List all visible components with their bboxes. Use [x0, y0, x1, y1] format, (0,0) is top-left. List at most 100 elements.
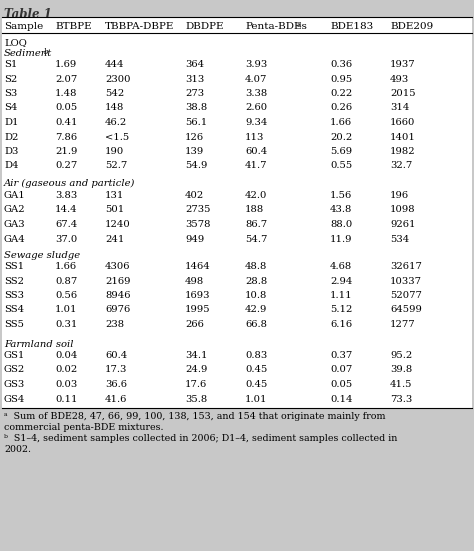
- Text: Penta-BDEs: Penta-BDEs: [245, 22, 307, 31]
- Text: ᵇ  S1–4, sediment samples collected in 2006; D1–4, sediment samples collected in: ᵇ S1–4, sediment samples collected in 20…: [4, 434, 397, 443]
- Text: 493: 493: [390, 74, 409, 84]
- Text: GS1: GS1: [4, 351, 26, 360]
- Text: 9261: 9261: [390, 220, 416, 229]
- Text: 6.16: 6.16: [330, 320, 352, 329]
- Text: 1277: 1277: [390, 320, 416, 329]
- Text: 95.2: 95.2: [390, 351, 412, 360]
- Text: 444: 444: [105, 60, 125, 69]
- Text: 190: 190: [105, 147, 124, 156]
- Text: 1.01: 1.01: [55, 305, 78, 315]
- Text: SS5: SS5: [4, 320, 24, 329]
- Text: 1.66: 1.66: [55, 262, 77, 271]
- Text: 0.22: 0.22: [330, 89, 352, 98]
- Text: D2: D2: [4, 132, 18, 142]
- Text: S3: S3: [4, 89, 17, 98]
- Text: Farmland soil: Farmland soil: [4, 340, 73, 349]
- Text: 0.36: 0.36: [330, 60, 352, 69]
- Text: 6976: 6976: [105, 305, 130, 315]
- Text: 0.87: 0.87: [55, 277, 77, 285]
- Text: 5.12: 5.12: [330, 305, 352, 315]
- Text: 17.3: 17.3: [105, 365, 128, 375]
- Text: 1937: 1937: [390, 60, 416, 69]
- Text: 0.55: 0.55: [330, 161, 352, 170]
- Text: 86.7: 86.7: [245, 220, 267, 229]
- Text: 37.0: 37.0: [55, 235, 77, 244]
- Text: 2002.: 2002.: [4, 445, 31, 454]
- Text: 498: 498: [185, 277, 204, 285]
- Text: 67.4: 67.4: [55, 220, 77, 229]
- Text: 148: 148: [105, 104, 124, 112]
- Text: 0.14: 0.14: [330, 395, 353, 403]
- Text: D1: D1: [4, 118, 18, 127]
- Text: 54.9: 54.9: [185, 161, 207, 170]
- Text: GA3: GA3: [4, 220, 26, 229]
- Text: S2: S2: [4, 74, 17, 84]
- Text: 0.04: 0.04: [55, 351, 77, 360]
- Text: 273: 273: [185, 89, 204, 98]
- Text: 364: 364: [185, 60, 204, 69]
- Text: 32617: 32617: [390, 262, 422, 271]
- Text: b: b: [44, 48, 49, 56]
- Text: 1.66: 1.66: [330, 118, 352, 127]
- Text: 36.6: 36.6: [105, 380, 127, 389]
- Text: 9.34: 9.34: [245, 118, 267, 127]
- Text: GS4: GS4: [4, 395, 26, 403]
- Text: 0.45: 0.45: [245, 380, 267, 389]
- Text: 3.38: 3.38: [245, 89, 267, 98]
- Text: BTBPE: BTBPE: [55, 22, 91, 31]
- Text: 1098: 1098: [390, 206, 416, 214]
- Text: BDE209: BDE209: [390, 22, 433, 31]
- Text: 52077: 52077: [390, 291, 422, 300]
- Text: 3578: 3578: [185, 220, 210, 229]
- Text: Sewage sludge: Sewage sludge: [4, 251, 80, 260]
- Text: 241: 241: [105, 235, 124, 244]
- Text: 42.0: 42.0: [245, 191, 267, 200]
- Text: 38.8: 38.8: [185, 104, 207, 112]
- Text: 73.3: 73.3: [390, 395, 412, 403]
- Text: S1: S1: [4, 60, 18, 69]
- Text: 1464: 1464: [185, 262, 211, 271]
- Text: 314: 314: [390, 104, 410, 112]
- Text: 2.60: 2.60: [245, 104, 267, 112]
- Text: 64599: 64599: [390, 305, 422, 315]
- Text: 3.93: 3.93: [245, 60, 267, 69]
- Text: 113: 113: [245, 132, 264, 142]
- Text: 17.6: 17.6: [185, 380, 207, 389]
- Text: 238: 238: [105, 320, 124, 329]
- Text: 8946: 8946: [105, 291, 130, 300]
- Text: 60.4: 60.4: [105, 351, 127, 360]
- Text: 41.7: 41.7: [245, 161, 267, 170]
- Text: 313: 313: [185, 74, 204, 84]
- Text: 14.4: 14.4: [55, 206, 78, 214]
- Text: 41.6: 41.6: [105, 395, 128, 403]
- Text: 2300: 2300: [105, 74, 130, 84]
- Text: BDE183: BDE183: [330, 22, 373, 31]
- Text: 1660: 1660: [390, 118, 415, 127]
- Text: GA4: GA4: [4, 235, 26, 244]
- Text: commercial penta-BDE mixtures.: commercial penta-BDE mixtures.: [4, 423, 164, 432]
- Text: 542: 542: [105, 89, 124, 98]
- Text: 28.8: 28.8: [245, 277, 267, 285]
- Text: 56.1: 56.1: [185, 118, 207, 127]
- Text: 196: 196: [390, 191, 409, 200]
- Text: 131: 131: [105, 191, 124, 200]
- Text: 4306: 4306: [105, 262, 130, 271]
- Text: 2169: 2169: [105, 277, 130, 285]
- Text: GA2: GA2: [4, 206, 26, 214]
- Text: 60.4: 60.4: [245, 147, 267, 156]
- Text: 1982: 1982: [390, 147, 416, 156]
- Text: 4.07: 4.07: [245, 74, 267, 84]
- Text: 10337: 10337: [390, 277, 422, 285]
- Text: 188: 188: [245, 206, 264, 214]
- Text: 2735: 2735: [185, 206, 210, 214]
- Text: 0.41: 0.41: [55, 118, 78, 127]
- Text: 1240: 1240: [105, 220, 131, 229]
- Text: 1693: 1693: [185, 291, 210, 300]
- Text: DBDPE: DBDPE: [185, 22, 224, 31]
- Text: Air (gaseous and particle): Air (gaseous and particle): [4, 179, 136, 188]
- Text: 42.9: 42.9: [245, 305, 267, 315]
- Text: 43.8: 43.8: [330, 206, 352, 214]
- Text: 1.11: 1.11: [330, 291, 353, 300]
- Text: 0.26: 0.26: [330, 104, 352, 112]
- Text: 2.07: 2.07: [55, 74, 77, 84]
